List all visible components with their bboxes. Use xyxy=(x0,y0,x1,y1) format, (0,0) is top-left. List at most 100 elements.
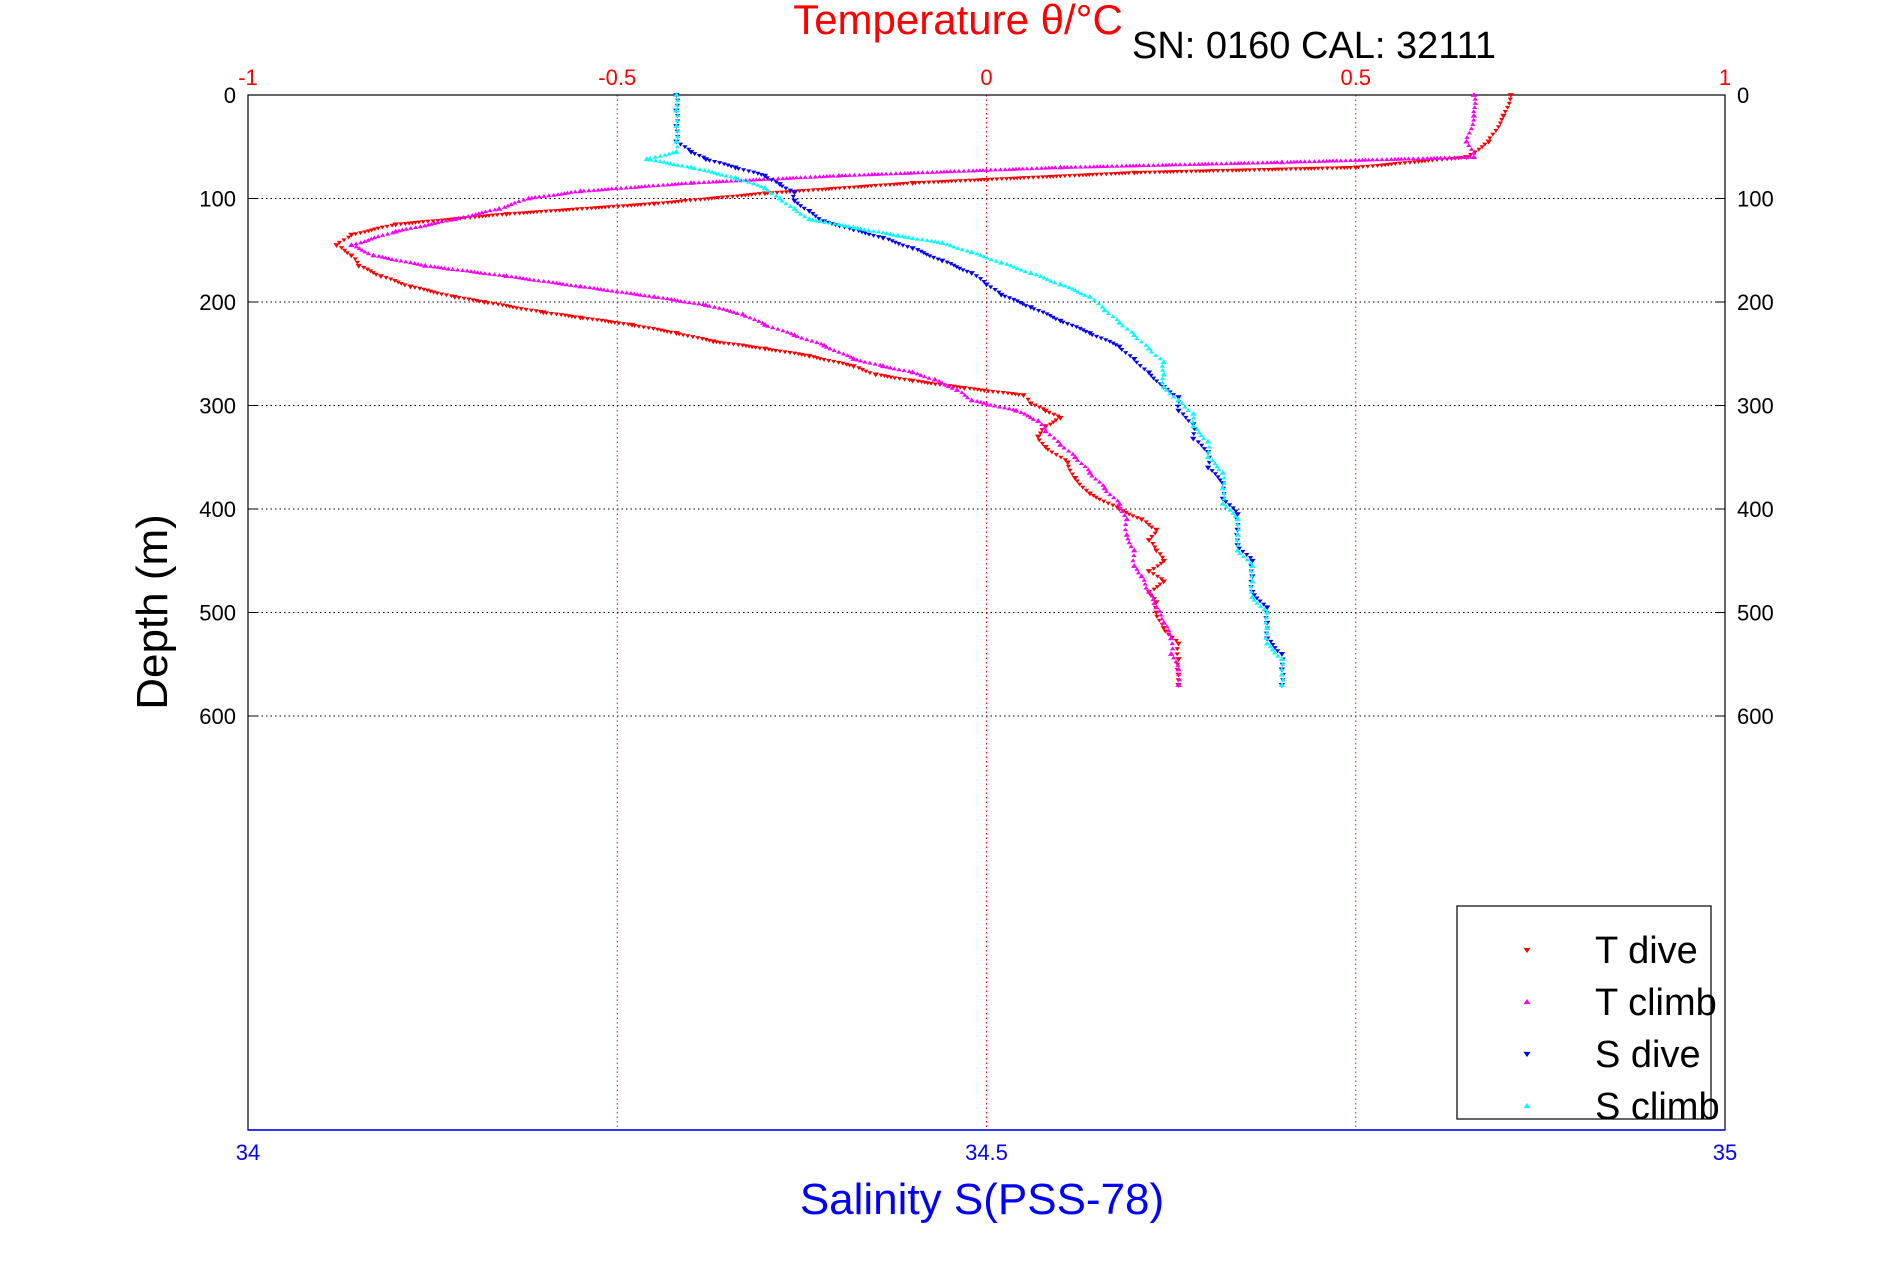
data-point xyxy=(491,272,498,277)
data-point xyxy=(543,311,550,316)
data-point xyxy=(657,153,663,158)
data-point xyxy=(1072,173,1078,178)
data-point xyxy=(503,273,510,279)
data-point xyxy=(1218,161,1224,166)
data-point xyxy=(872,372,879,378)
data-point xyxy=(341,248,348,253)
data-point xyxy=(931,376,939,382)
data-point xyxy=(1244,557,1250,562)
data-point xyxy=(1191,427,1198,432)
data-point xyxy=(521,197,527,202)
data-point xyxy=(1175,663,1181,668)
data-point xyxy=(1240,549,1246,554)
legend-marker xyxy=(1523,1051,1531,1058)
data-point xyxy=(855,185,861,190)
data-point xyxy=(817,219,823,224)
data-point xyxy=(696,180,702,185)
data-point xyxy=(1379,157,1385,162)
data-point xyxy=(531,277,537,282)
data-point xyxy=(1128,544,1134,549)
data-point xyxy=(1103,489,1109,493)
data-point xyxy=(1235,522,1241,527)
data-point xyxy=(1180,412,1186,417)
data-point xyxy=(777,349,783,354)
data-point xyxy=(926,375,932,380)
data-point xyxy=(443,218,449,223)
data-point xyxy=(818,341,824,346)
data-point xyxy=(810,211,816,216)
data-point xyxy=(999,177,1005,182)
data-point xyxy=(816,217,822,222)
data-point xyxy=(879,235,887,241)
data-point xyxy=(1101,499,1107,504)
data-point xyxy=(610,204,616,209)
data-point xyxy=(712,159,718,164)
data-point xyxy=(417,286,423,291)
data-point xyxy=(466,297,472,302)
data-point xyxy=(1235,527,1242,532)
data-point xyxy=(1183,415,1189,420)
chart-title: Temperature θ/°C xyxy=(793,0,1123,43)
data-point xyxy=(945,384,951,389)
data-point xyxy=(791,351,798,356)
data-point xyxy=(548,209,554,214)
data-point xyxy=(389,257,395,261)
data-point xyxy=(761,185,769,191)
data-point xyxy=(735,167,742,171)
data-point xyxy=(1219,500,1227,506)
data-point xyxy=(1153,527,1160,533)
y-tick-label-right: 400 xyxy=(1737,497,1774,522)
data-point xyxy=(850,364,857,370)
data-point xyxy=(1175,657,1182,662)
data-point xyxy=(1223,161,1229,166)
data-point xyxy=(709,169,715,174)
data-point xyxy=(879,363,887,369)
data-point xyxy=(1034,418,1042,423)
data-point xyxy=(1270,643,1276,647)
x-bottom-tick-label: 34 xyxy=(236,1140,260,1165)
data-point xyxy=(1215,169,1221,173)
data-point xyxy=(835,172,842,178)
data-point xyxy=(591,285,597,290)
data-point xyxy=(1069,472,1076,477)
data-point xyxy=(856,172,863,177)
data-point xyxy=(1261,168,1267,172)
data-point xyxy=(806,209,813,214)
data-point xyxy=(499,303,506,308)
data-point xyxy=(667,161,674,166)
data-point xyxy=(887,365,894,370)
data-point xyxy=(1204,465,1212,471)
data-point xyxy=(727,308,734,313)
data-point xyxy=(934,169,940,174)
data-point xyxy=(773,348,779,353)
data-point xyxy=(964,395,971,400)
data-point xyxy=(909,369,916,375)
data-point xyxy=(1130,514,1136,519)
data-point xyxy=(1062,458,1068,463)
data-point xyxy=(1127,354,1133,359)
data-point xyxy=(1174,170,1180,174)
data-point xyxy=(1078,461,1085,466)
data-point xyxy=(1233,509,1239,514)
data-point xyxy=(1141,577,1147,582)
data-point xyxy=(577,283,584,289)
data-point xyxy=(1068,164,1074,169)
data-point xyxy=(1110,314,1116,319)
data-point xyxy=(1215,475,1221,480)
data-point xyxy=(657,159,663,163)
data-point xyxy=(1039,441,1045,446)
data-point xyxy=(375,234,381,239)
data-point xyxy=(1032,403,1038,408)
data-point xyxy=(1395,156,1401,161)
data-point xyxy=(757,346,763,351)
data-point xyxy=(1087,164,1093,169)
data-point xyxy=(1244,552,1250,557)
data-point xyxy=(1210,169,1216,174)
data-point xyxy=(1240,554,1246,559)
data-point xyxy=(1223,504,1229,509)
data-point xyxy=(910,236,916,240)
data-point xyxy=(1471,117,1477,122)
data-point xyxy=(1472,105,1478,109)
data-point xyxy=(968,271,975,276)
data-point xyxy=(753,345,759,350)
